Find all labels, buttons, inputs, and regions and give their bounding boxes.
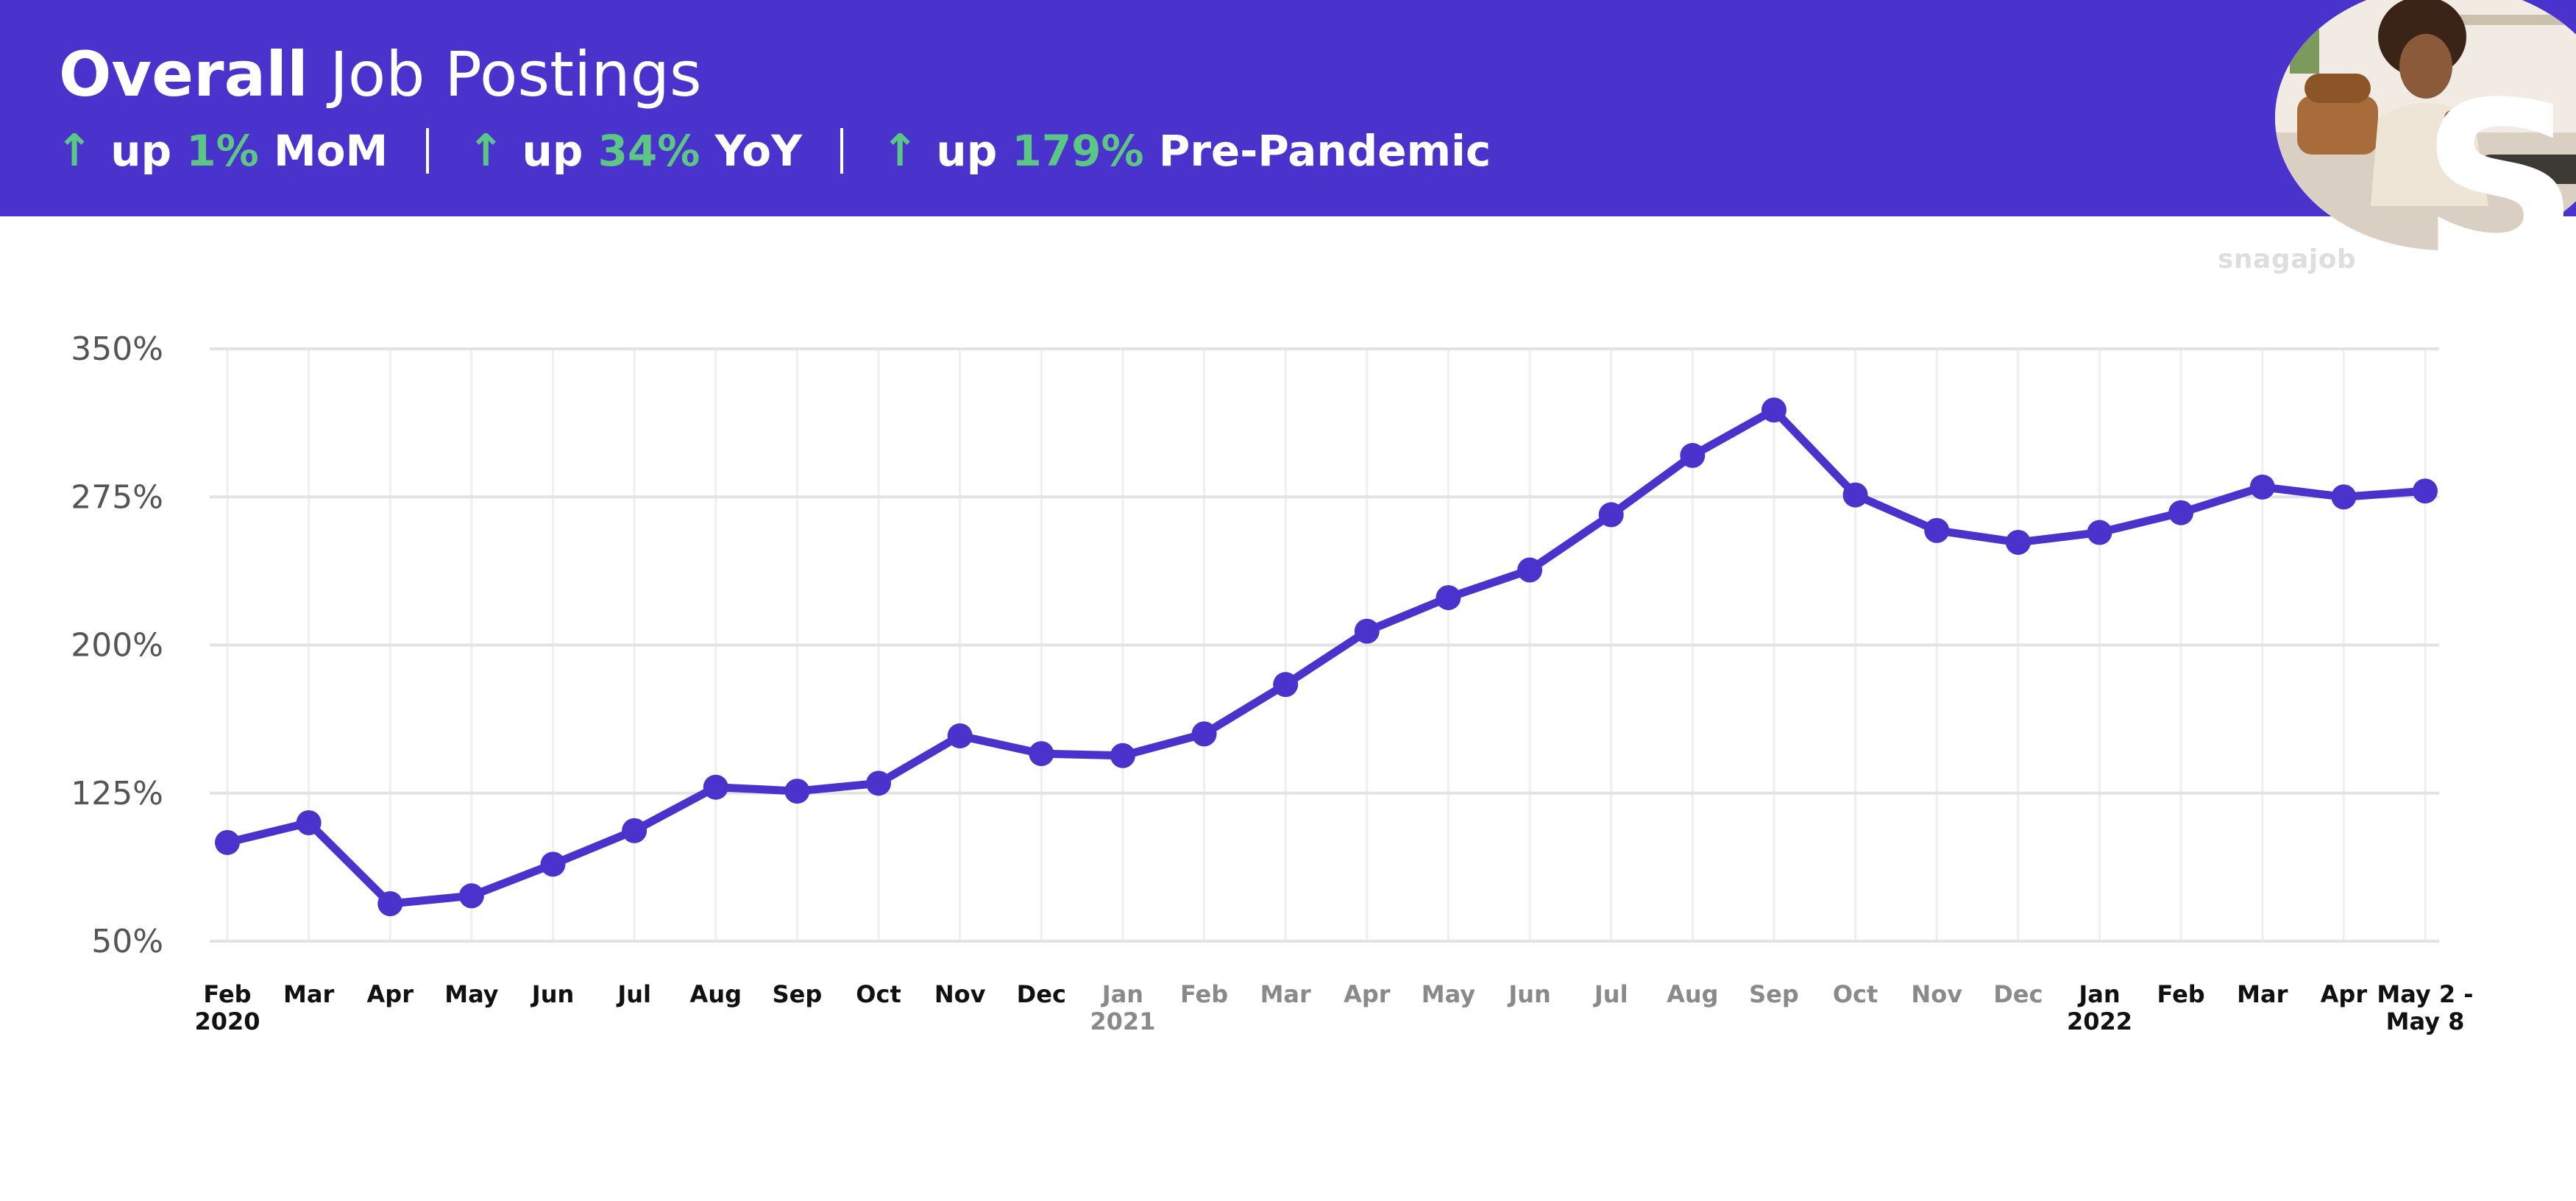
x-tick-label: Aug bbox=[690, 980, 742, 1008]
stat-divider bbox=[426, 128, 430, 174]
data-point bbox=[947, 723, 973, 748]
data-point bbox=[1761, 397, 1786, 423]
stat-prefix: up bbox=[936, 126, 998, 176]
x-tick-label: Feb bbox=[203, 980, 251, 1008]
x-tick-label: Jul bbox=[616, 980, 651, 1008]
data-point bbox=[2249, 474, 2275, 500]
x-tick-label: Jul bbox=[1593, 980, 1628, 1008]
data-point bbox=[2331, 484, 2357, 510]
stat-divider bbox=[840, 128, 844, 174]
up-arrow-icon: ↑ bbox=[467, 125, 505, 177]
stat-yoy: ↑ up 34% YoY bbox=[467, 125, 802, 177]
header-photo bbox=[2275, 0, 2576, 250]
x-tick-label: Oct bbox=[856, 980, 901, 1008]
stat-prefix: up bbox=[110, 126, 172, 176]
x-tick-label: Jan bbox=[1101, 980, 1143, 1008]
data-point bbox=[1273, 672, 1299, 698]
stat-prefix: up bbox=[522, 126, 583, 176]
data-point bbox=[2005, 529, 2031, 555]
x-tick-label: Feb bbox=[1180, 980, 1228, 1008]
data-point bbox=[458, 883, 484, 909]
header-banner: Overall Job Postings ↑ up 1% MoM ↑ up 34… bbox=[0, 0, 2576, 216]
x-tick-label: Oct bbox=[1833, 980, 1878, 1008]
x-tick-label: Apr bbox=[367, 980, 414, 1008]
x-tick-label: Nov bbox=[934, 980, 986, 1008]
data-point bbox=[2087, 520, 2112, 545]
x-tick-label: May bbox=[444, 980, 498, 1008]
x-tick-label: Mar bbox=[283, 980, 334, 1008]
stat-label: YoY bbox=[714, 126, 803, 176]
data-point bbox=[377, 891, 403, 917]
stats-row: ↑ up 1% MoM ↑ up 34% YoY ↑ up 179% Pre-P… bbox=[56, 118, 1491, 184]
x-tick-label: Sep bbox=[773, 980, 823, 1008]
data-point bbox=[1110, 743, 1135, 768]
data-point bbox=[1842, 482, 1868, 508]
data-point bbox=[622, 818, 647, 843]
up-arrow-icon: ↑ bbox=[881, 125, 919, 177]
x-tick-label: May 2 - bbox=[2377, 980, 2473, 1008]
chart-title: Overall Job Postings bbox=[59, 34, 702, 115]
x-tick-label: Nov bbox=[1911, 980, 1962, 1008]
data-point bbox=[1029, 741, 1054, 767]
x-tick-label: Mar bbox=[1260, 980, 1311, 1008]
x-tick-sublabel: 2022 bbox=[2067, 1007, 2132, 1035]
s-logo-icon: S bbox=[2421, 55, 2576, 312]
data-point bbox=[1191, 721, 1217, 747]
data-point bbox=[540, 851, 566, 877]
stat-percent: 34% bbox=[597, 126, 700, 176]
data-point bbox=[2413, 478, 2438, 504]
x-tick-sublabel: May 8 bbox=[2386, 1007, 2465, 1035]
x-tick-sublabel: 2020 bbox=[194, 1007, 260, 1035]
x-tick-label: Dec bbox=[1017, 980, 1066, 1008]
series-line bbox=[223, 405, 2430, 908]
data-point bbox=[215, 829, 240, 855]
data-point bbox=[866, 770, 892, 796]
y-tick-label: 200% bbox=[71, 627, 163, 665]
x-tick-label: Feb bbox=[2157, 980, 2205, 1008]
data-point bbox=[1517, 557, 1543, 583]
x-tick-label: Apr bbox=[2321, 980, 2368, 1008]
data-point bbox=[1680, 442, 1706, 468]
x-tick-label: Jan bbox=[2077, 980, 2120, 1008]
x-tick-label: Sep bbox=[1749, 980, 1799, 1008]
data-point bbox=[1354, 618, 1380, 644]
brand-logo-text: snagajob bbox=[2218, 244, 2357, 274]
x-tick-label: Dec bbox=[1993, 980, 2043, 1008]
x-tick-label: May bbox=[1422, 980, 1475, 1008]
x-tick-label: Apr bbox=[1344, 980, 1391, 1008]
title-light: Job Postings bbox=[330, 38, 702, 110]
stat-percent: 1% bbox=[186, 126, 259, 176]
x-tick-sublabel: 2021 bbox=[1090, 1007, 1155, 1035]
up-arrow-icon: ↑ bbox=[56, 125, 93, 177]
y-tick-label: 275% bbox=[71, 478, 163, 516]
data-point bbox=[1924, 517, 1950, 543]
stat-label: MoM bbox=[273, 126, 388, 176]
data-point bbox=[703, 774, 728, 800]
y-tick-label: 125% bbox=[71, 775, 163, 812]
stat-percent: 179% bbox=[1012, 126, 1144, 176]
x-tick-label: Jun bbox=[1507, 980, 1550, 1008]
data-point bbox=[1598, 502, 1624, 528]
x-tick-label: Mar bbox=[2237, 980, 2288, 1008]
stat-label: Pre-Pandemic bbox=[1158, 126, 1491, 176]
x-tick-label: Jun bbox=[531, 980, 574, 1008]
y-tick-label: 50% bbox=[91, 923, 163, 960]
stat-mom: ↑ up 1% MoM bbox=[56, 125, 388, 177]
title-strong: Overall bbox=[59, 38, 308, 110]
x-tick-label: Aug bbox=[1667, 980, 1718, 1008]
data-point bbox=[784, 779, 810, 804]
stat-pre-pandemic: ↑ up 179% Pre-Pandemic bbox=[881, 125, 1491, 177]
kitchen-photo-illustration bbox=[2275, 0, 2576, 250]
y-tick-label: 350% bbox=[71, 330, 163, 368]
data-point bbox=[1436, 585, 1461, 611]
data-point bbox=[296, 810, 322, 835]
data-point bbox=[2168, 500, 2194, 525]
